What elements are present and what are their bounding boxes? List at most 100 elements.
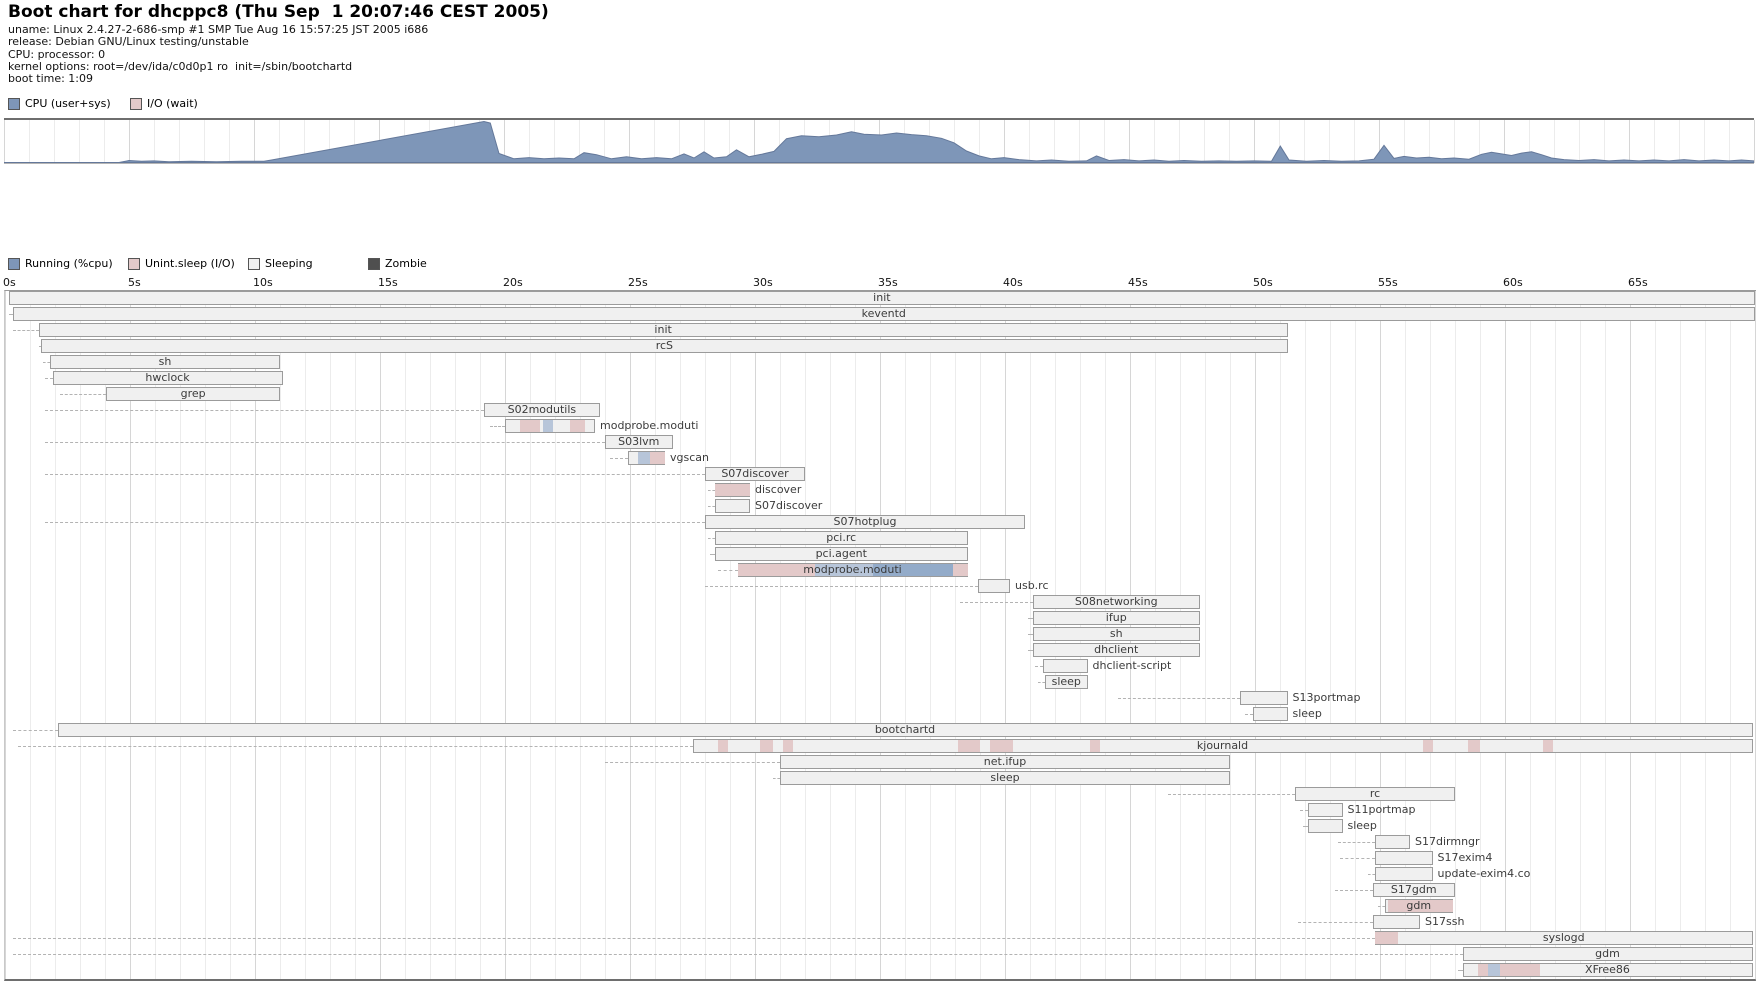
gridline [305,291,306,979]
gridline [1230,291,1231,979]
parent-child-leader [12,938,1375,939]
process-label: rcS [655,340,674,352]
gridline [554,120,555,163]
gridline [880,291,881,979]
process-bar: sh [1032,627,1200,641]
process-label: usb.rc [1015,579,1049,592]
gridline [629,120,630,163]
parent-child-leader [1297,922,1373,923]
parent-child-leader [490,426,505,427]
gridline [1554,120,1555,163]
gridline [1605,291,1606,979]
gridline [1380,291,1381,979]
state-segment-io [1542,740,1553,752]
process-label: discover [755,483,802,496]
parent-child-leader [960,602,1033,603]
process-bar [977,579,1010,593]
process-label: S07discover [755,499,823,512]
parent-child-leader [8,314,13,315]
time-tick-label: 60s [1503,276,1523,289]
process-bar: sh [50,355,280,369]
process-bar: rc [1295,787,1455,801]
process-bar [627,451,665,465]
gridline [1054,120,1055,163]
gridline [1004,120,1005,163]
state-segment-io [1090,740,1100,752]
process-bar: sleep [1045,675,1088,689]
gridline [1729,120,1730,163]
gridline [5,291,6,979]
gridline [80,291,81,979]
process-bar: init [38,323,1288,337]
cpu-line: CPU: processor: 0 [8,47,106,61]
process-label: ifup [1105,612,1127,624]
parent-child-leader [1337,842,1375,843]
process-label: S17ssh [1425,915,1465,928]
parent-child-leader [1377,906,1385,907]
gridline [1280,291,1281,979]
gridline [280,291,281,979]
legend-label: CPU (user+sys) [25,97,111,110]
parent-child-leader [1457,970,1463,971]
parent-child-leader [1367,874,1375,875]
gridline [1254,120,1255,163]
process-bar [505,419,595,433]
legend-item: I/O (wait) [130,97,198,110]
gridline [1104,120,1105,163]
cpu-usage-polygon [4,120,1754,163]
gridline [1204,120,1205,163]
gridline [330,291,331,979]
gridline [579,120,580,163]
parent-child-leader [1300,810,1308,811]
time-tick-label: 40s [1003,276,1023,289]
gridline [304,120,305,163]
gridline [130,291,131,979]
boot-time-line: boot time: 1:09 [8,72,94,86]
parent-child-leader [705,586,978,587]
gridline [455,291,456,979]
state-segment-io [782,740,793,752]
legend-swatch-icon [248,257,260,270]
time-tick-label: 55s [1378,276,1398,289]
time-tick-label: 5s [128,276,141,289]
parent-child-leader [12,730,58,731]
gridline [1129,120,1130,163]
gridline [1604,120,1605,163]
parent-child-leader [707,490,715,491]
process-label: vgscan [670,451,709,464]
parent-child-leader [60,394,107,395]
gridline [154,120,155,163]
gridline [555,291,556,979]
gridline [1430,291,1431,979]
gridline [1680,291,1681,979]
process-bar: sleep [780,771,1230,785]
legend-label: Unint.sleep (I/O) [145,257,235,270]
gridline [705,291,706,979]
gridline [255,291,256,979]
process-label: S07discover [721,468,789,480]
gridline [830,291,831,979]
parent-child-leader [1027,650,1033,651]
process-bar: S07discover [705,467,805,481]
state-segment-io [1467,740,1480,752]
state-segment-io [952,564,968,576]
state-segment-io [1375,932,1398,944]
process-label: S13portmap [1292,691,1361,704]
process-label: bootchartd [874,724,936,736]
parent-child-leader [12,954,1463,955]
gridline [30,291,31,979]
process-bar [1307,819,1343,833]
gridline [979,120,980,163]
gridline [229,120,230,163]
state-segment-io [1500,964,1540,976]
legend-label: Running (%cpu) [25,257,113,270]
process-bar [1240,691,1288,705]
process-bar: pci.rc [715,531,968,545]
process-label: grep [180,388,206,400]
gridline [405,291,406,979]
time-tick-label: 35s [878,276,898,289]
gridline [654,120,655,163]
gridline [954,120,955,163]
time-tick-label: 20s [503,276,523,289]
process-bar [1307,803,1343,817]
